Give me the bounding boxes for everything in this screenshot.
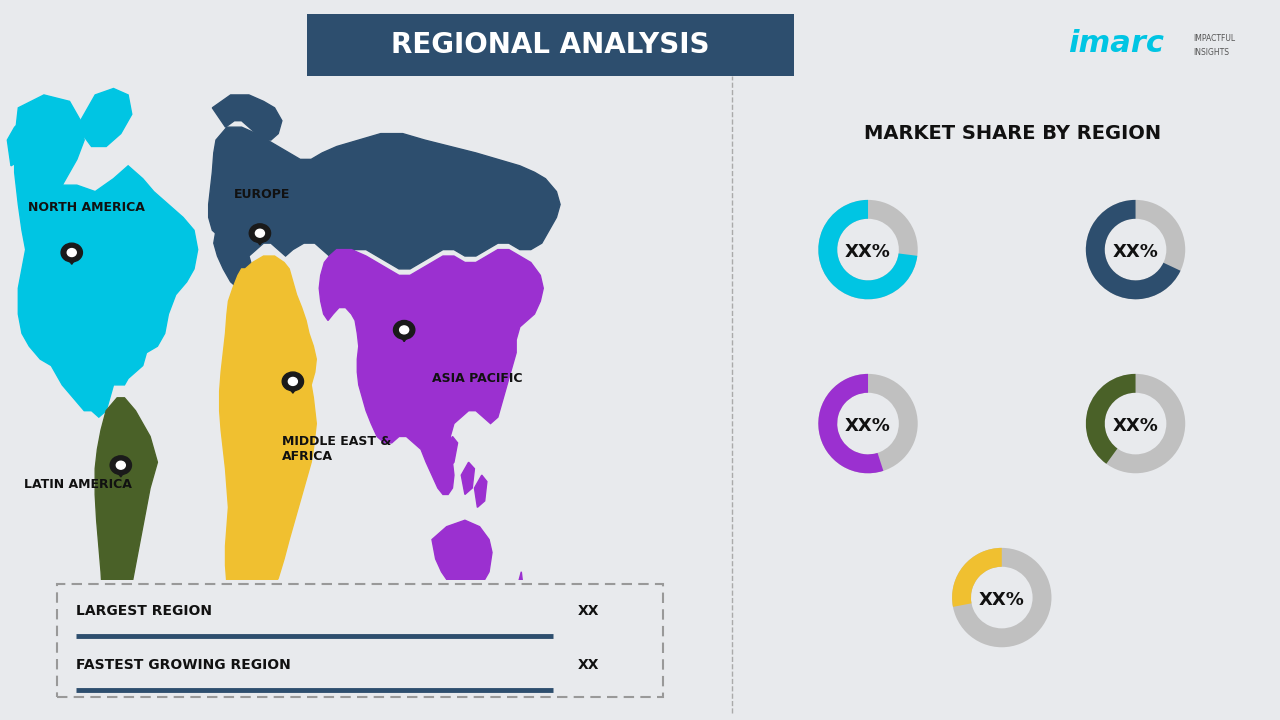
Polygon shape xyxy=(209,127,561,269)
Text: LARGEST REGION: LARGEST REGION xyxy=(77,604,212,618)
Circle shape xyxy=(256,229,265,237)
Text: XX: XX xyxy=(579,658,599,672)
Text: FASTEST GROWING REGION: FASTEST GROWING REGION xyxy=(77,658,291,672)
Text: MARKET SHARE BY REGION: MARKET SHARE BY REGION xyxy=(864,124,1161,143)
Text: NORTH AMERICA: NORTH AMERICA xyxy=(28,201,145,215)
Text: LATIN AMERICA: LATIN AMERICA xyxy=(24,478,132,491)
Polygon shape xyxy=(319,250,543,495)
Polygon shape xyxy=(516,572,524,604)
Circle shape xyxy=(399,326,408,334)
Circle shape xyxy=(250,224,270,243)
Text: INSIGHTS: INSIGHTS xyxy=(1193,48,1229,57)
Circle shape xyxy=(288,377,297,385)
Text: MIDDLE EAST &
AFRICA: MIDDLE EAST & AFRICA xyxy=(282,436,392,464)
Circle shape xyxy=(68,248,77,256)
Circle shape xyxy=(116,462,125,469)
Circle shape xyxy=(282,372,303,391)
Polygon shape xyxy=(220,256,316,643)
Circle shape xyxy=(393,320,415,339)
Circle shape xyxy=(110,456,132,474)
Polygon shape xyxy=(461,462,475,495)
Polygon shape xyxy=(512,294,526,320)
Polygon shape xyxy=(397,330,412,341)
Polygon shape xyxy=(212,95,282,140)
Text: ASIA PACIFIC: ASIA PACIFIC xyxy=(431,372,522,385)
Polygon shape xyxy=(431,521,492,591)
Text: EUROPE: EUROPE xyxy=(234,189,291,202)
Polygon shape xyxy=(285,382,301,393)
Text: IMPACTFUL: IMPACTFUL xyxy=(1193,35,1235,43)
Polygon shape xyxy=(445,436,458,469)
Polygon shape xyxy=(95,397,157,701)
Polygon shape xyxy=(252,233,268,245)
Text: imarc: imarc xyxy=(1068,30,1165,58)
Polygon shape xyxy=(113,465,128,477)
Circle shape xyxy=(61,243,82,262)
Polygon shape xyxy=(475,475,486,508)
Polygon shape xyxy=(81,89,132,146)
Polygon shape xyxy=(64,253,79,264)
Polygon shape xyxy=(8,114,40,166)
Text: XX: XX xyxy=(579,604,599,618)
Text: REGIONAL ANALYSIS: REGIONAL ANALYSIS xyxy=(392,31,709,59)
Polygon shape xyxy=(14,95,197,417)
Polygon shape xyxy=(214,230,252,288)
Polygon shape xyxy=(288,456,298,514)
